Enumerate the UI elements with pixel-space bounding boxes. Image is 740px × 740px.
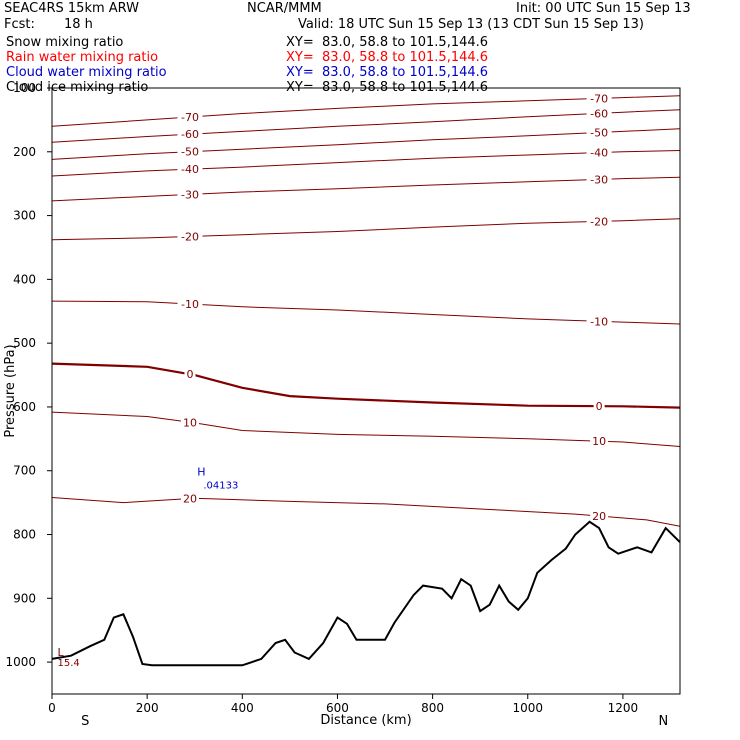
terrain-line bbox=[51, 520, 681, 667]
x-tick-label: 1000 bbox=[512, 701, 543, 715]
contour-label: -70 bbox=[181, 111, 199, 124]
terrain-layer bbox=[51, 520, 681, 667]
y-tick-label: 600 bbox=[13, 400, 36, 414]
contour-label: -20 bbox=[590, 215, 608, 228]
contour-line-m20 bbox=[52, 218, 680, 241]
y-tick-label: 900 bbox=[13, 591, 36, 605]
y-tick-label: 400 bbox=[13, 272, 36, 286]
contour-label: 10 bbox=[592, 435, 606, 448]
contour-label-bg bbox=[593, 400, 605, 413]
contour-label: -20 bbox=[181, 230, 199, 243]
annotation-layer: H .04133 L15.4 bbox=[58, 465, 239, 669]
contour-line-0 bbox=[52, 362, 680, 409]
contour-label: -30 bbox=[181, 188, 199, 201]
contour-label-bg bbox=[177, 297, 203, 310]
contour-label-bg bbox=[177, 145, 203, 158]
field-name-snow: Snow mixing ratio bbox=[6, 35, 124, 50]
valid-time: Valid: 18 UTC Sun 15 Sep 13 (13 CDT Sun … bbox=[298, 17, 644, 32]
contour-label: -40 bbox=[590, 147, 608, 160]
x-axis-label: Distance (km) bbox=[320, 713, 411, 728]
contour-label-bg bbox=[586, 92, 612, 105]
contour-line-m30 bbox=[52, 176, 680, 202]
contour-label-bg bbox=[590, 435, 609, 448]
y-tick-label: 500 bbox=[13, 336, 36, 350]
contour-label: -30 bbox=[590, 173, 608, 186]
cloud-water-max-value: .04133 bbox=[203, 480, 238, 491]
y-tick-label: 800 bbox=[13, 528, 36, 542]
x-tick-label: 200 bbox=[136, 701, 159, 715]
field-name-cloud-water: Cloud water mixing ratio bbox=[6, 65, 167, 80]
y-tick-label: 1000 bbox=[5, 655, 36, 669]
cloud-water-max-marker: H bbox=[197, 465, 205, 478]
contour-label: -70 bbox=[590, 92, 608, 105]
y-tick-label: 200 bbox=[13, 145, 36, 159]
y-tick-label: 300 bbox=[13, 209, 36, 223]
contour-label: -50 bbox=[181, 146, 199, 159]
contour-line-20 bbox=[52, 497, 680, 527]
contour-label: -60 bbox=[590, 107, 608, 120]
contour-label-bg bbox=[177, 163, 203, 176]
contour-label: -60 bbox=[181, 128, 199, 141]
contour-label: -50 bbox=[590, 126, 608, 139]
contour-label-bg bbox=[177, 230, 203, 243]
contour-label-bg bbox=[586, 215, 612, 228]
contour-label-bg bbox=[586, 126, 612, 139]
contour-label: 10 bbox=[183, 416, 197, 429]
axis-end-label-left: S bbox=[81, 714, 89, 729]
contour-layer: -70 -70 -60 -60 -50 -50 -40 -40 -30 -30 -20 -20 -10 -… bbox=[52, 92, 680, 527]
contour-label: -10 bbox=[181, 298, 199, 311]
contour-label-bg bbox=[586, 107, 612, 120]
y-tick-label: 700 bbox=[13, 464, 36, 478]
contour-label-bg bbox=[586, 315, 612, 328]
contour-label-bg bbox=[586, 146, 612, 159]
y-axis-label: Pressure (hPa) bbox=[3, 344, 18, 437]
axis-end-label-right: N bbox=[658, 714, 668, 729]
contour-line-m40 bbox=[52, 150, 680, 177]
x-tick-label: 1200 bbox=[608, 701, 639, 715]
contour-label: 0 bbox=[186, 368, 193, 381]
contour-label-bg bbox=[184, 368, 196, 381]
contour-label: 0 bbox=[596, 400, 603, 413]
x-tick-label: 600 bbox=[326, 701, 349, 715]
forecast-hour: 18 h bbox=[64, 17, 93, 32]
contour-label: 20 bbox=[592, 510, 606, 523]
model-title: SEAC4RS 15km ARW bbox=[4, 1, 140, 16]
contour-label: 20 bbox=[183, 492, 197, 505]
field-name-rain: Rain water mixing ratio bbox=[6, 50, 159, 65]
contour-line-m10 bbox=[52, 300, 680, 325]
contour-line-m50 bbox=[52, 128, 680, 160]
contour-label-bg bbox=[177, 128, 203, 141]
surface-min-marker: L bbox=[58, 646, 65, 659]
contour-label-bg bbox=[590, 510, 609, 523]
contour-label-bg bbox=[177, 111, 203, 124]
contour-line-10 bbox=[52, 411, 680, 447]
contour-label-bg bbox=[586, 173, 612, 186]
contour-line-m60 bbox=[52, 109, 680, 143]
contour-label-bg bbox=[180, 416, 199, 429]
x-tick-label: 0 bbox=[48, 701, 56, 715]
field-xy-cloud-water: XY= 83.0, 58.8 to 101.5,144.6 bbox=[286, 65, 489, 80]
contour-label: -10 bbox=[590, 315, 608, 328]
center-name: NCAR/MMM bbox=[247, 1, 322, 16]
contour-label-bg bbox=[177, 188, 203, 201]
contour-label: -40 bbox=[181, 163, 199, 176]
plot-frame bbox=[51, 87, 681, 695]
init-time: Init: 00 UTC Sun 15 Sep 13 bbox=[516, 1, 691, 16]
field-xy-snow: XY= 83.0, 58.8 to 101.5,144.6 bbox=[286, 35, 489, 50]
field-xy-rain: XY= 83.0, 58.8 to 101.5,144.6 bbox=[286, 50, 489, 65]
x-tick-label: 800 bbox=[421, 701, 444, 715]
surface-min-value: 15.4 bbox=[58, 658, 80, 669]
contour-line-m70 bbox=[52, 95, 680, 127]
y-tick-label: 100 bbox=[13, 81, 36, 95]
forecast-label: Fcst: bbox=[4, 17, 35, 32]
contour-label-bg bbox=[180, 492, 199, 505]
x-tick-label: 400 bbox=[231, 701, 254, 715]
